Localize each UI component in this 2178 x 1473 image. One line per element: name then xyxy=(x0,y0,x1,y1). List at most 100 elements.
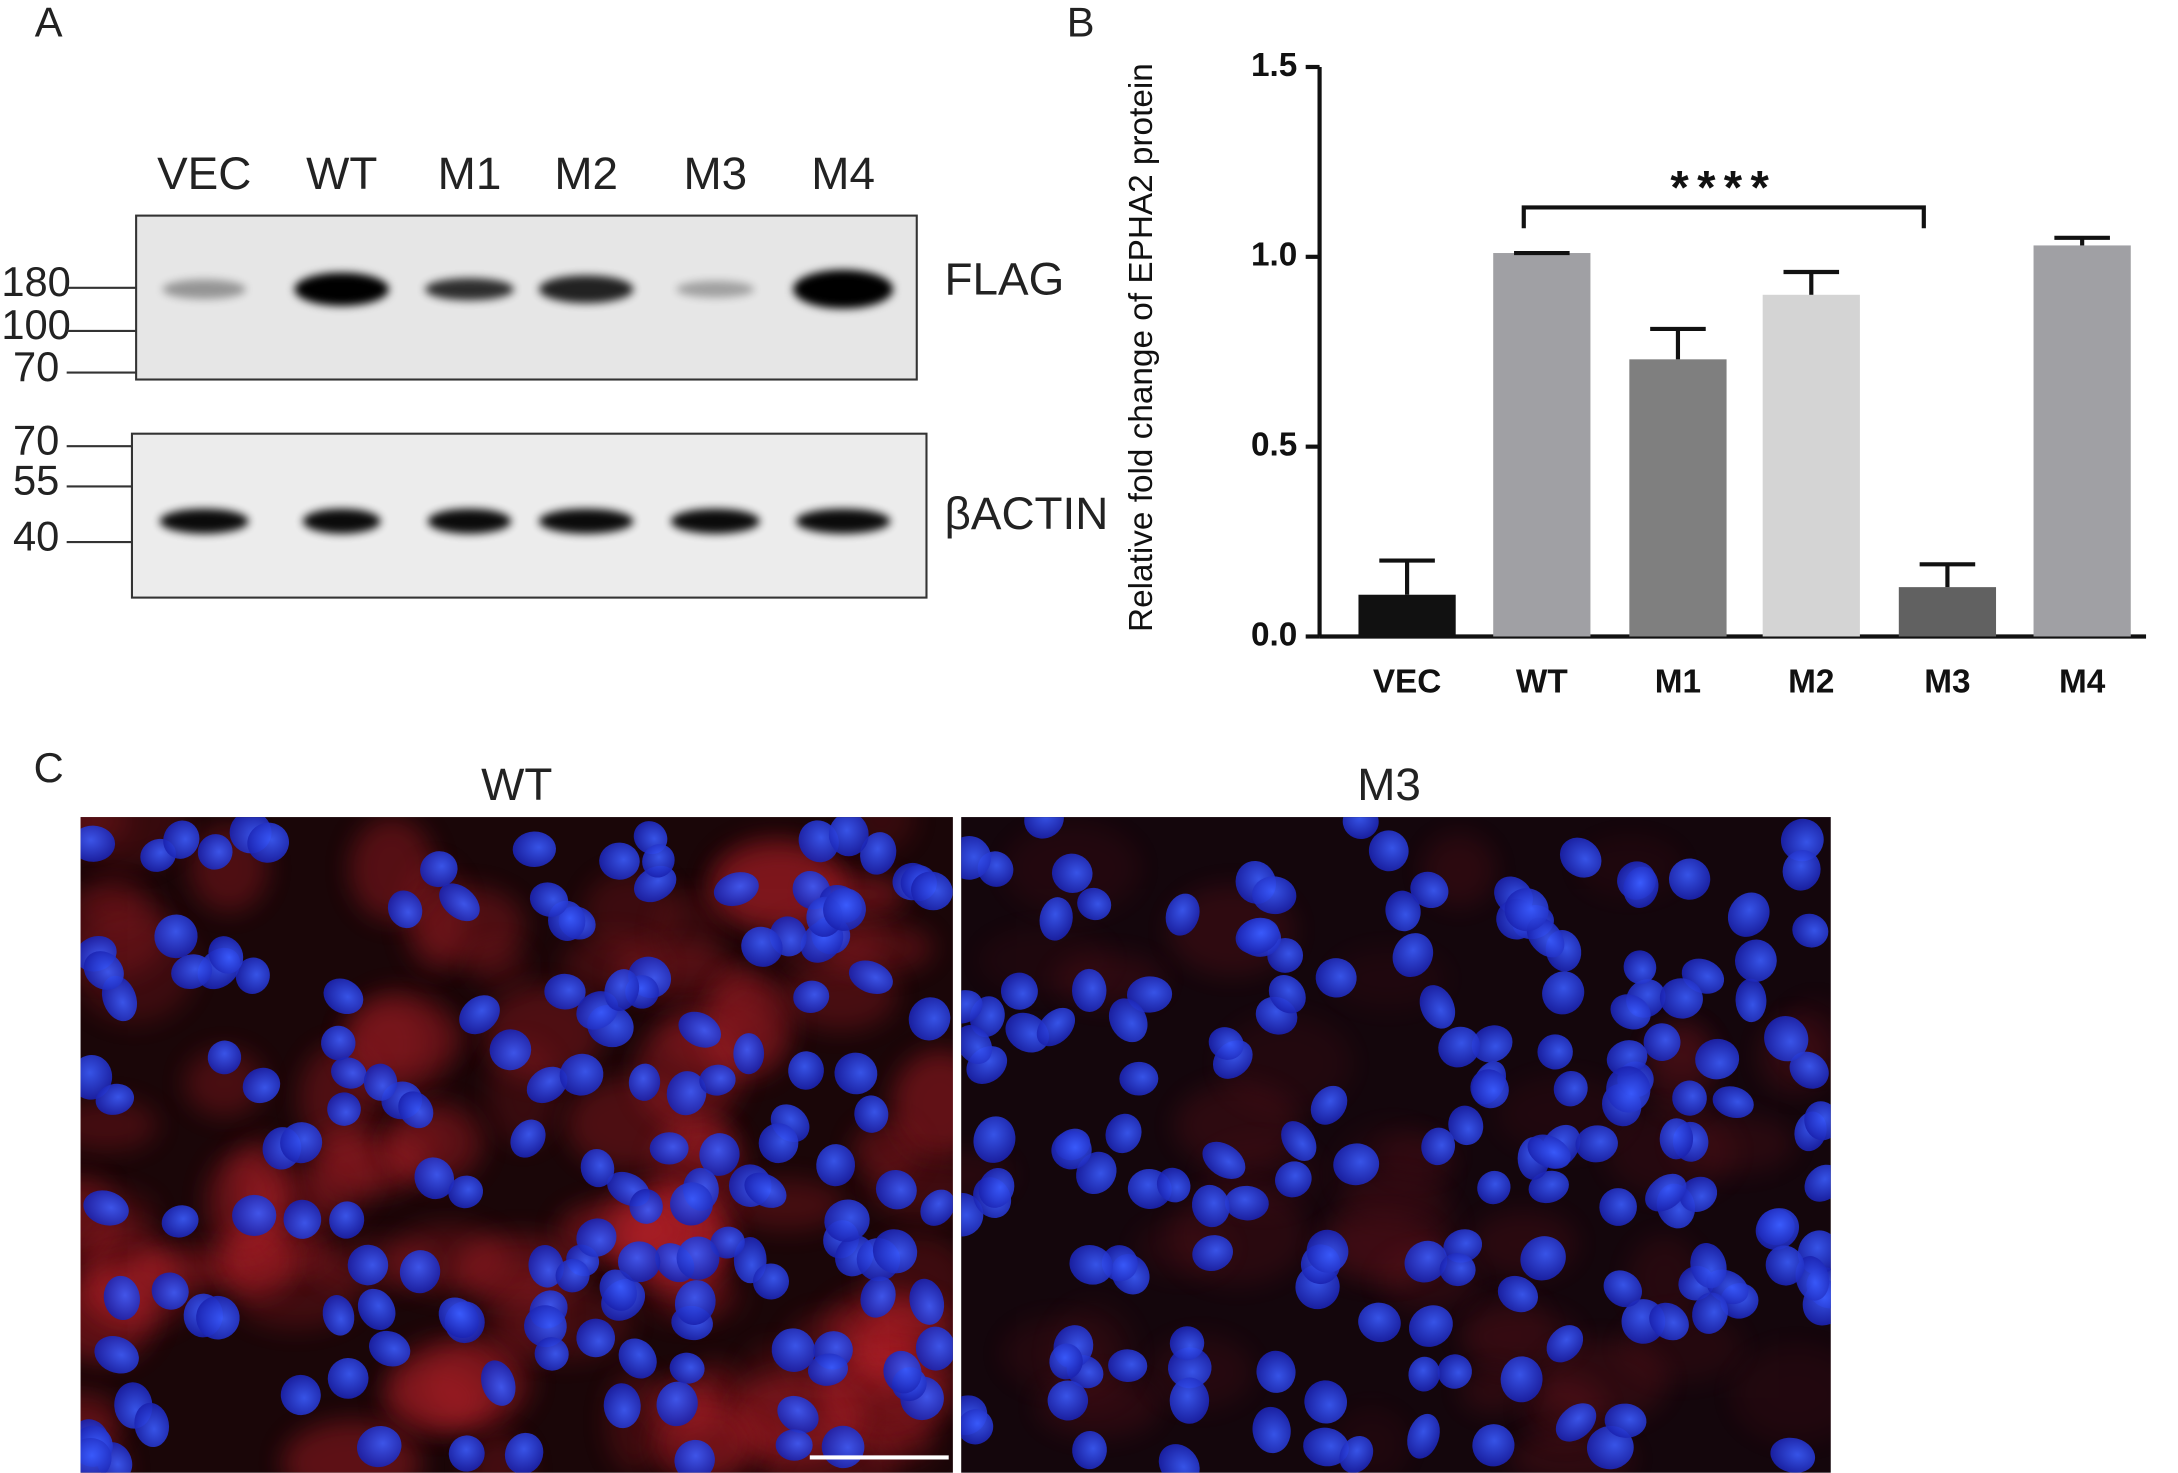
red-stain xyxy=(468,943,529,989)
marker-label: 180 xyxy=(1,258,71,305)
significance-bracket xyxy=(1521,205,1926,229)
nucleus xyxy=(512,831,557,867)
nucleus xyxy=(1156,1167,1191,1203)
nucleus xyxy=(163,820,200,859)
nucleus xyxy=(1072,1430,1107,1470)
nucleus xyxy=(1672,1080,1707,1116)
y-tick-label: 0.5 xyxy=(1251,426,1297,463)
nucleus xyxy=(1339,1436,1374,1473)
nucleus xyxy=(1770,1437,1816,1473)
nucleus xyxy=(1268,975,1306,1014)
nucleus xyxy=(775,1429,813,1461)
nucleus xyxy=(534,1337,569,1371)
band xyxy=(302,508,381,534)
lane-label: WT xyxy=(306,148,377,199)
nucleus xyxy=(961,1409,994,1445)
nucleus xyxy=(920,1189,953,1226)
red-stain xyxy=(703,973,794,1079)
lane-label: M2 xyxy=(554,148,618,199)
nucleus xyxy=(1659,978,1703,1019)
nucleus xyxy=(834,1052,878,1095)
nucleus xyxy=(961,990,983,1024)
marker-label: 55 xyxy=(13,457,59,504)
nucleus xyxy=(875,1170,917,1210)
nucleus xyxy=(363,1063,398,1101)
nucleus xyxy=(599,1269,637,1311)
nucleus xyxy=(171,954,213,990)
nucleus xyxy=(1623,866,1659,908)
nucleus xyxy=(649,1132,689,1165)
nucleus xyxy=(1051,853,1093,893)
blot-label: FLAG xyxy=(945,253,1065,304)
nucleus xyxy=(80,825,116,862)
nucleus xyxy=(1071,968,1107,1012)
nucleus xyxy=(961,836,992,880)
nucleus xyxy=(1202,1141,1246,1179)
nucleus xyxy=(1315,958,1357,998)
bar xyxy=(1898,587,1997,637)
x-tick-label: WT xyxy=(1516,664,1568,701)
nucleus xyxy=(1727,892,1770,937)
nucleus xyxy=(1036,1007,1076,1047)
nucleus xyxy=(908,997,951,1041)
nucleus xyxy=(1575,1125,1618,1163)
x-tick-label: M3 xyxy=(1924,664,1970,701)
nucleus xyxy=(576,1318,616,1358)
nucleus xyxy=(961,1192,984,1237)
nucleus xyxy=(439,883,480,922)
nucleus xyxy=(1527,1134,1571,1169)
lane-label: M3 xyxy=(684,148,748,199)
nucleus xyxy=(420,851,458,888)
nucleus xyxy=(911,871,953,911)
nucleus xyxy=(798,820,839,863)
nucleus xyxy=(618,1338,657,1379)
nucleus xyxy=(280,1374,321,1416)
nucleus xyxy=(603,1383,641,1429)
nucleus xyxy=(617,1241,661,1283)
nucleus xyxy=(1712,1086,1754,1118)
nucleus xyxy=(1252,876,1297,915)
nucleus xyxy=(1051,1130,1092,1170)
nucleus xyxy=(1792,913,1829,948)
x-tick-label: M2 xyxy=(1788,664,1834,701)
blot-frame xyxy=(130,432,928,599)
nucleus xyxy=(699,1133,740,1176)
nucleus xyxy=(1421,1127,1456,1166)
nucleus xyxy=(1555,1403,1597,1442)
blot-frame xyxy=(135,214,918,381)
nucleus xyxy=(528,1244,564,1288)
nucleus xyxy=(1039,897,1073,941)
nucleus xyxy=(208,936,244,974)
nucleus xyxy=(1643,1023,1681,1061)
nucleus xyxy=(1049,1343,1083,1380)
marker-label: 70 xyxy=(13,416,59,463)
red-stain xyxy=(184,1049,265,1117)
lane-label: VEC xyxy=(157,148,251,199)
bar xyxy=(1762,294,1860,637)
nucleus xyxy=(604,969,640,1011)
nucleus xyxy=(1208,1027,1244,1060)
nucleus xyxy=(559,1053,604,1096)
nucleus xyxy=(978,1167,1015,1208)
blot-label: βACTIN xyxy=(945,488,1109,539)
nucleus xyxy=(356,1425,402,1468)
band xyxy=(538,508,634,534)
nucleus xyxy=(656,1381,698,1427)
nucleus xyxy=(1603,1270,1642,1308)
nucleus xyxy=(1069,1244,1113,1285)
nucleus xyxy=(1358,1302,1401,1343)
nucleus xyxy=(327,1358,369,1399)
red-stain xyxy=(1535,1340,1668,1423)
nucleus xyxy=(1599,1188,1637,1226)
nucleus xyxy=(1224,1185,1269,1221)
nucleus xyxy=(1192,1235,1233,1271)
nucleus xyxy=(1419,985,1456,1029)
panel-label: C xyxy=(34,744,64,791)
band xyxy=(159,508,249,534)
band xyxy=(427,508,512,534)
nucleus xyxy=(510,1119,546,1158)
nucleus xyxy=(247,822,290,863)
nucleus xyxy=(580,1148,615,1188)
nucleus xyxy=(357,1288,396,1331)
nucleus xyxy=(1385,890,1421,932)
